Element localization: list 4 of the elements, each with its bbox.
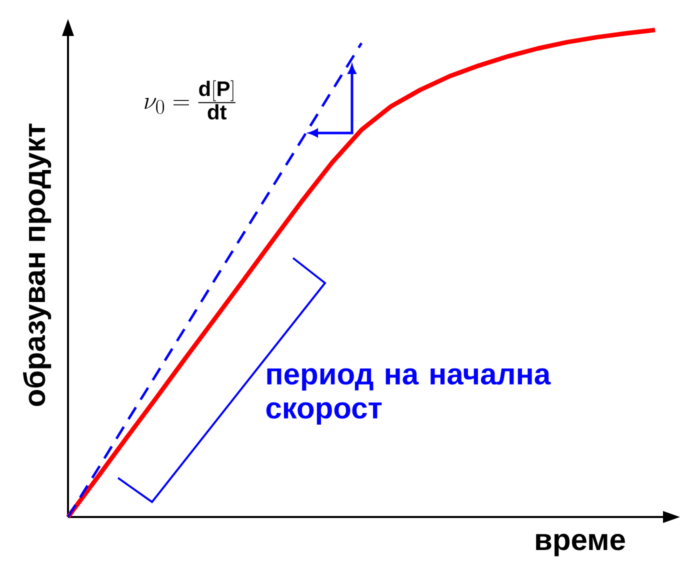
- y-axis-title: образуван продукт: [22, 124, 52, 406]
- annotation: период на начална скорост: [266, 368, 551, 425]
- x-axis-title: време: [536, 534, 625, 556]
- annotation: $\nu_0 = \frac{\mathbf{d[P]}}{\mathbf{dt}}$: [144, 80, 236, 120]
